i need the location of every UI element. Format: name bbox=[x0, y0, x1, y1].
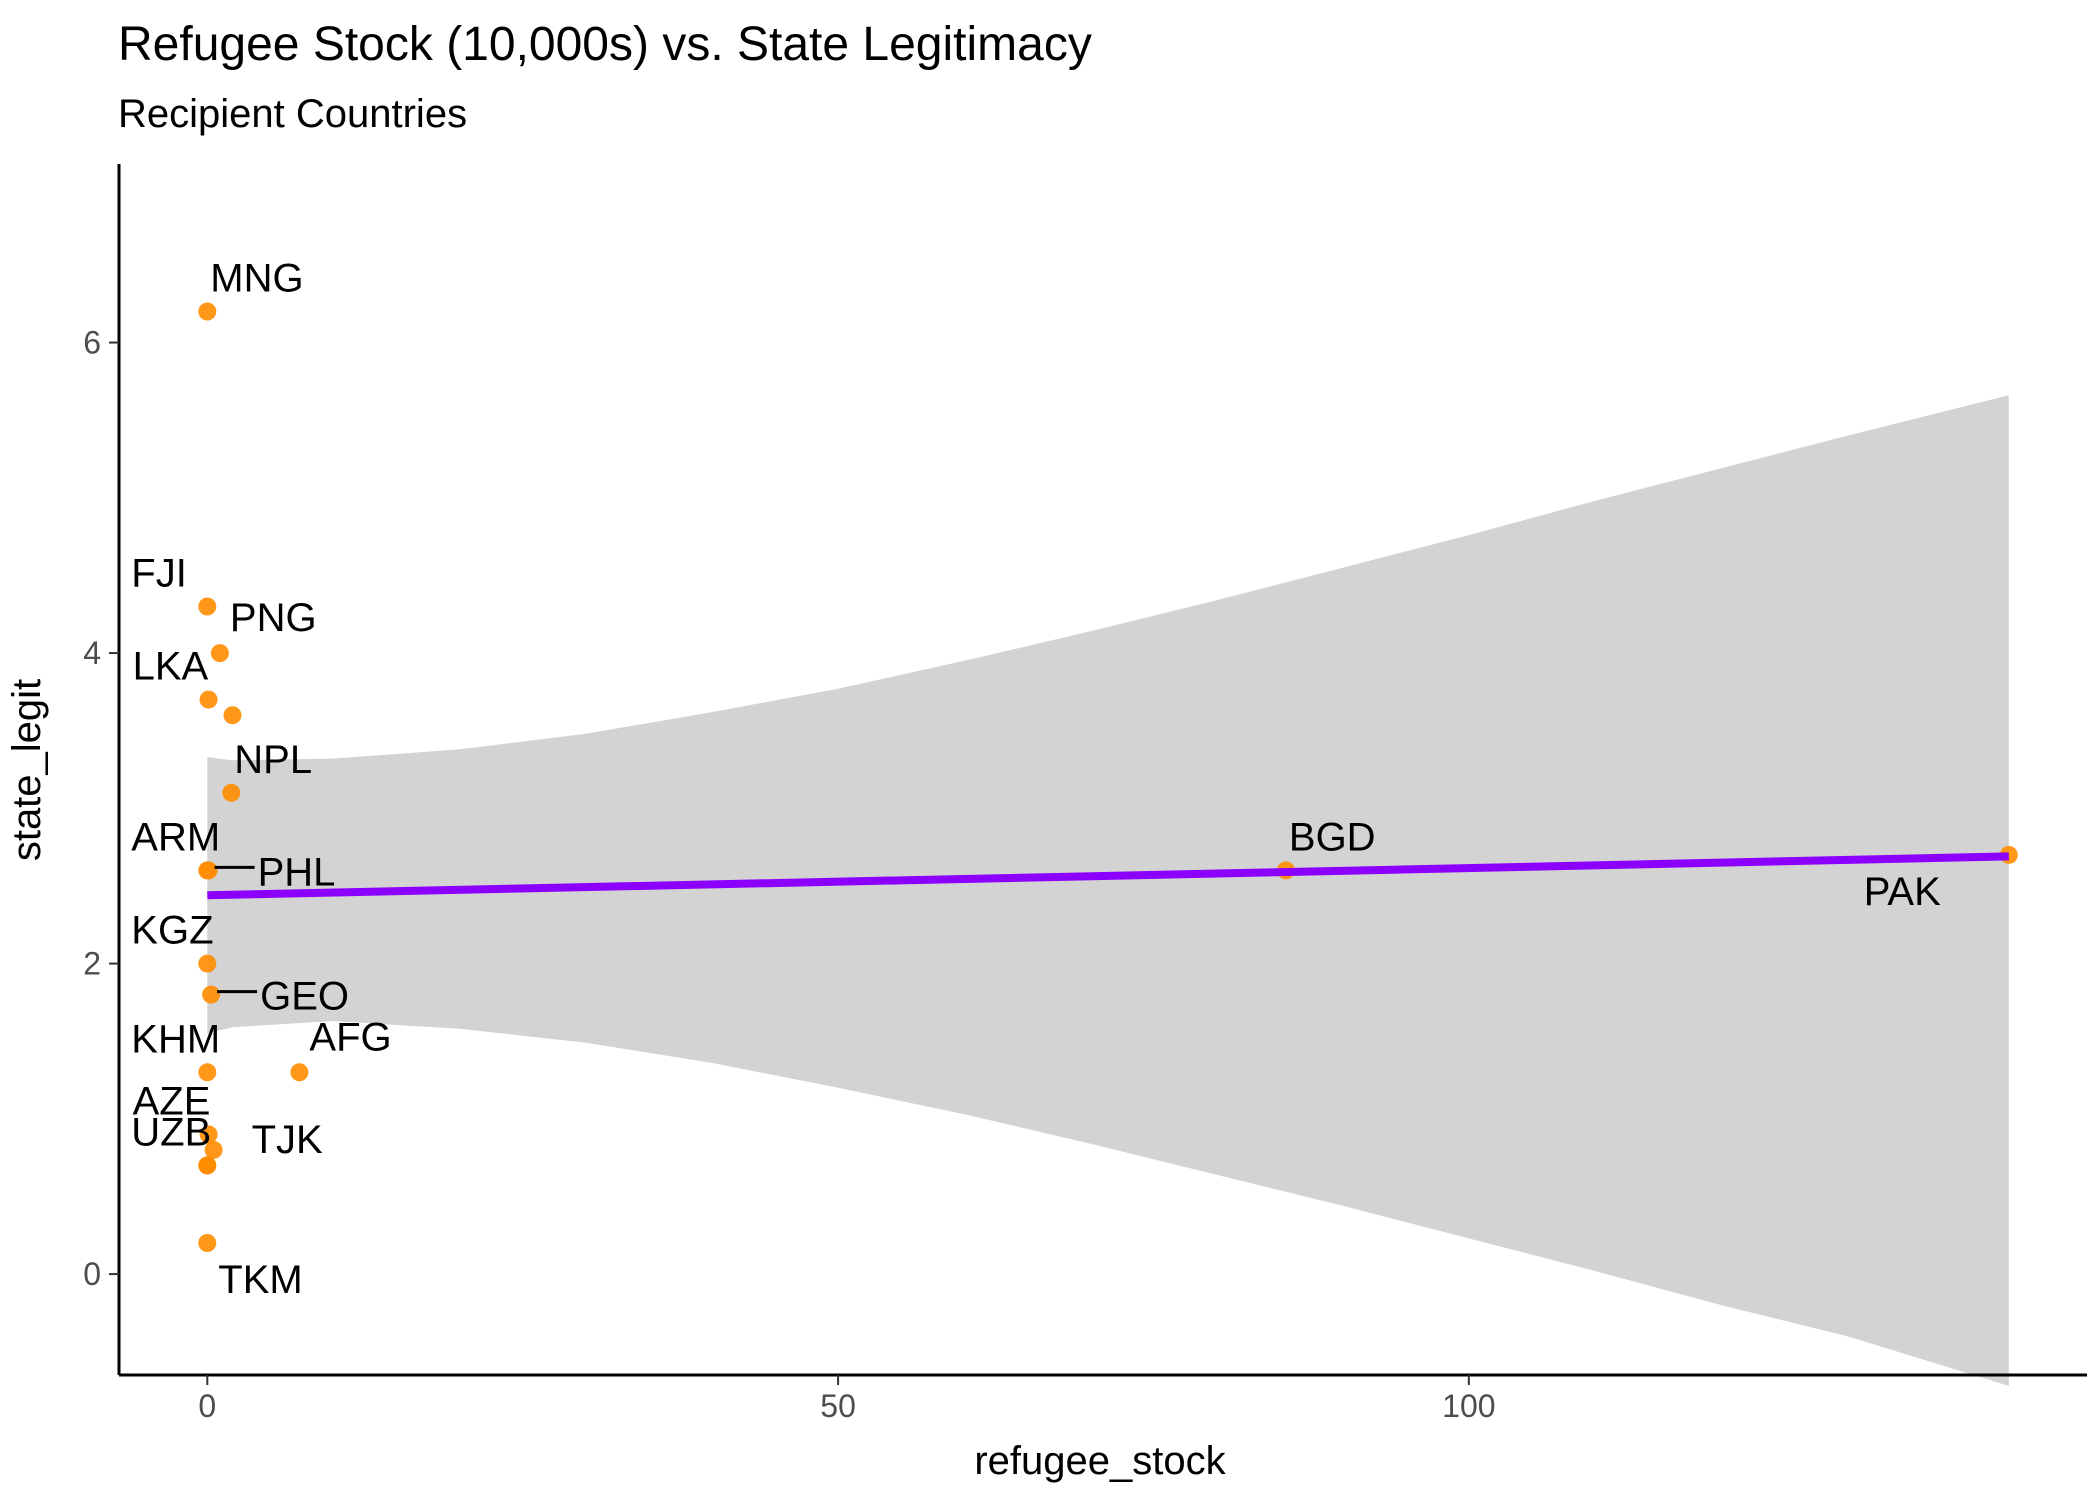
chart-title: Refugee Stock (10,000s) vs. State Legiti… bbox=[118, 18, 1092, 71]
data-point-unlabeled bbox=[223, 706, 242, 725]
x-tick-label: 100 bbox=[1442, 1388, 1495, 1424]
y-tick-label: 2 bbox=[83, 946, 101, 982]
regression-line bbox=[207, 852, 2009, 900]
point-label-mng: MNG bbox=[210, 257, 303, 301]
confidence-ribbon bbox=[207, 395, 2009, 1386]
chart-subtitle: Recipient Countries bbox=[118, 92, 467, 136]
data-point-afg bbox=[290, 1063, 309, 1082]
point-label-kgz: KGZ bbox=[131, 909, 213, 953]
point-label-uzb: UZB bbox=[131, 1110, 211, 1154]
data-point-geo bbox=[202, 985, 221, 1004]
point-label-tkm: TKM bbox=[218, 1258, 302, 1302]
point-label-lka: LKA bbox=[133, 645, 209, 689]
point-label-fji: FJI bbox=[131, 552, 187, 596]
point-label-tjk: TJK bbox=[252, 1118, 323, 1162]
data-point-khm bbox=[198, 1063, 217, 1082]
x-axis-ticks: 0 50 100 bbox=[198, 1375, 1496, 1424]
y-axis-ticks: 0 2 4 6 bbox=[83, 325, 119, 1292]
data-point-fji bbox=[198, 597, 217, 616]
point-label-bgd: BGD bbox=[1289, 815, 1376, 859]
point-label-arm: ARM bbox=[131, 815, 220, 859]
x-axis-title: refugee_stock bbox=[974, 1439, 1226, 1483]
point-label-khm: KHM bbox=[131, 1017, 220, 1061]
y-axis-title: state_legit bbox=[5, 679, 49, 861]
y-tick-label: 0 bbox=[83, 1256, 101, 1292]
point-label-npl: NPL bbox=[234, 738, 312, 782]
point-label-pak: PAK bbox=[1864, 870, 1941, 914]
data-point-aze bbox=[199, 1125, 218, 1144]
data-point-phl bbox=[199, 861, 218, 880]
data-point-mng bbox=[198, 302, 217, 321]
y-tick-label: 4 bbox=[83, 635, 101, 671]
x-tick-label: 0 bbox=[198, 1388, 216, 1424]
data-point-npl bbox=[222, 783, 241, 802]
data-point-png bbox=[210, 644, 229, 663]
point-label-aze: AZE bbox=[133, 1079, 211, 1123]
point-label-png: PNG bbox=[230, 596, 317, 640]
x-tick-label: 50 bbox=[820, 1388, 856, 1424]
plot-area: MNG FJI PNG LKA NPL ARM PHL BGD PAK KGZ GEO KHM AFG A… bbox=[131, 257, 2018, 1386]
point-label-geo: GEO bbox=[260, 975, 349, 1019]
data-point-uzb bbox=[198, 1156, 217, 1175]
data-point-tjk bbox=[204, 1140, 223, 1159]
point-label-phl: PHL bbox=[258, 850, 336, 894]
y-tick-label: 6 bbox=[83, 325, 101, 361]
point-label-afg: AFG bbox=[309, 1015, 391, 1059]
data-point-kgz bbox=[198, 954, 217, 973]
data-point-tkm bbox=[198, 1234, 217, 1252]
data-point-lka bbox=[199, 690, 218, 709]
